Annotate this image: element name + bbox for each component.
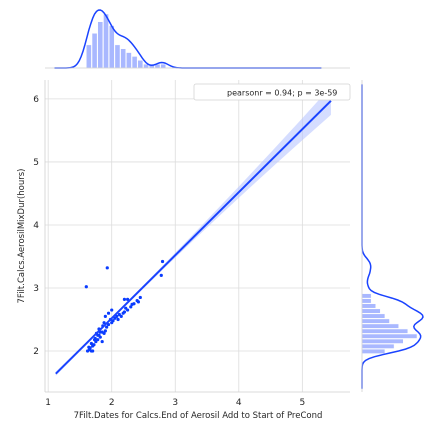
scatter-point <box>116 317 120 322</box>
y-tick-labels: 2 3 4 5 6 <box>33 95 39 357</box>
x-tick-label: 1 <box>45 398 51 408</box>
legend-text: pearsonr = 0.94; p = 3e-59 <box>227 89 337 98</box>
scatter-point <box>115 314 119 318</box>
x-tick-label: 4 <box>236 398 242 408</box>
right-hist-bar <box>361 293 372 299</box>
y-tick-label: 3 <box>33 284 39 294</box>
scatter-point <box>106 311 111 315</box>
scatter-point <box>96 333 100 337</box>
top-marginal-histogram <box>45 9 350 69</box>
scatter-point <box>106 322 111 327</box>
right-hist-bar <box>361 338 404 344</box>
right-hist-bar <box>361 303 376 309</box>
scatter-point <box>111 319 115 323</box>
scatter-point <box>102 321 106 325</box>
right-hist-bar <box>361 328 409 334</box>
scatter-point <box>92 343 96 347</box>
scatter-point <box>98 335 102 339</box>
top-hist-bar <box>131 56 138 69</box>
regression-line <box>55 100 332 375</box>
scatter-point <box>103 314 107 318</box>
right-hist-bar <box>361 313 386 319</box>
y-tick-label: 6 <box>33 95 39 105</box>
x-tick-label: 5 <box>299 398 305 408</box>
top-hist-bar <box>91 33 98 69</box>
scatter-point <box>159 273 163 277</box>
top-hist-bar <box>160 63 167 69</box>
right-hist-bar <box>361 318 390 324</box>
top-hist-bar <box>103 13 109 69</box>
top-hist-bar <box>126 52 132 69</box>
scatter-point <box>103 329 107 333</box>
right-hist-bar <box>361 323 399 329</box>
top-hist-bar <box>114 44 121 69</box>
legend-box <box>193 83 351 101</box>
scatter-point <box>126 297 130 301</box>
scatter-point <box>110 308 114 312</box>
right-hist-bar <box>361 333 418 339</box>
scatter-point <box>160 259 165 264</box>
scatter-point <box>126 308 130 312</box>
y-tick-label: 5 <box>33 158 39 168</box>
axes-spines <box>44 80 350 393</box>
regression-line-path <box>55 100 332 375</box>
scatter-point <box>122 310 127 314</box>
scatter-point <box>96 338 100 342</box>
y-tick-label: 2 <box>33 347 39 357</box>
scatter-point <box>122 297 127 301</box>
scatter-point <box>87 345 91 349</box>
x-tick-labels: 1 2 3 4 5 <box>45 398 305 408</box>
scatter-point <box>102 331 106 335</box>
top-hist-bar <box>108 25 115 69</box>
scatter-point <box>138 295 142 300</box>
scatter-point <box>119 314 123 318</box>
scatter-point <box>105 325 109 329</box>
scatter-point <box>136 300 141 304</box>
y-tick-label: 4 <box>33 221 39 231</box>
scatter-point <box>84 285 88 289</box>
scatter-point <box>100 339 104 344</box>
top-hist-bar <box>137 60 144 69</box>
right-marginal-histogram <box>361 80 424 392</box>
top-hist-bar <box>97 21 104 69</box>
top-hist-bar <box>86 44 92 69</box>
x-tick-label: 2 <box>109 398 115 408</box>
scatter-point <box>92 338 97 342</box>
scatter-point <box>105 266 109 270</box>
scatter-point <box>129 305 133 309</box>
right-hist-bar <box>361 343 395 349</box>
scatter-point <box>130 302 134 306</box>
scatter-point <box>89 341 93 346</box>
right-hist-bar <box>361 298 372 304</box>
right-hist-bar <box>361 308 381 314</box>
legend: pearsonr = 0.94; p = 3e-59 <box>193 83 351 101</box>
y-axis-label: 7Filt.Calcs.AerosilMixDur(hours) <box>17 169 27 304</box>
top-hist-bar <box>120 48 126 69</box>
x-tick-label: 3 <box>172 398 178 408</box>
right-hist-bar <box>361 348 386 354</box>
x-axis-label: 7Filt.Dates for Calcs.End of Aerosil Add… <box>74 411 323 421</box>
scatter-point <box>91 349 95 353</box>
